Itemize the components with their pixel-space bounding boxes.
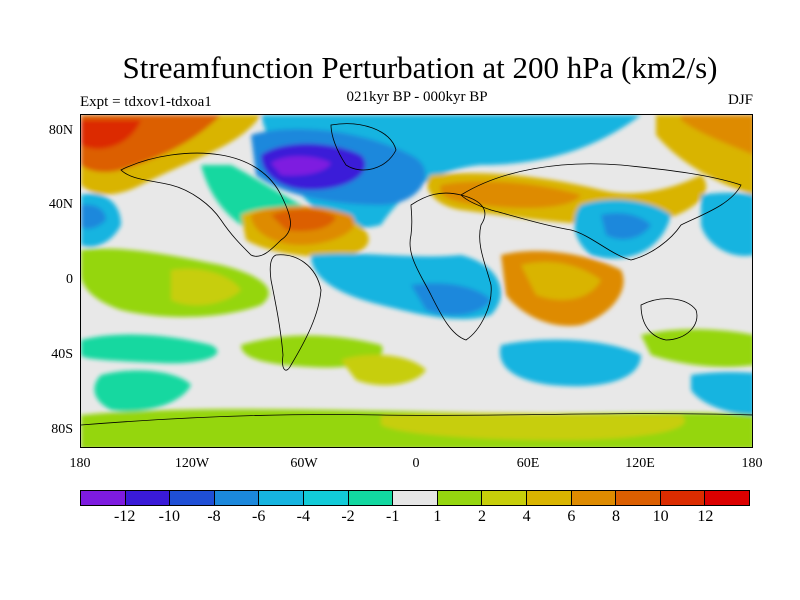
lat-label-eq: 0: [66, 272, 73, 287]
colorbar-swatch: [125, 491, 171, 505]
colorbar-swatch: [348, 491, 394, 505]
colorbar-swatch: [526, 491, 572, 505]
lon-label-120e: 120E: [625, 456, 655, 471]
colorbar-label: -6: [251, 508, 266, 525]
lat-label-40s: 40S: [51, 347, 73, 362]
lon-label-60e: 60E: [516, 456, 540, 471]
colorbar-swatch: [170, 491, 215, 505]
lon-label-60w: 60W: [290, 456, 318, 471]
colorbar-label: -12: [113, 508, 136, 525]
colorbar-swatch: [705, 491, 749, 505]
colorbar-swatch: [437, 491, 483, 505]
colorbar-label: -8: [207, 508, 221, 525]
colorbar-label: 4: [522, 508, 531, 525]
lat-label-80s: 80S: [51, 422, 73, 437]
colorbar-swatch: [482, 491, 527, 505]
colorbar-swatch: [660, 491, 706, 505]
chart-title: Streamfunction Perturbation at 200 hPa (…: [122, 50, 718, 85]
lon-label-180e: 180: [741, 456, 763, 471]
map-panel: [80, 114, 753, 448]
colorbar-label: 6: [567, 508, 576, 525]
colorbar-swatch: [214, 491, 260, 505]
colorbar-swatch: [81, 491, 126, 505]
colorbar-label: 1: [433, 508, 442, 525]
colorbar-swatch: [303, 491, 349, 505]
lon-label-180w: 180: [69, 456, 91, 471]
lon-label-0: 0: [412, 456, 420, 471]
colorbar-swatch: [571, 491, 617, 505]
colorbar: [80, 490, 750, 506]
colorbar-swatch: [259, 491, 304, 505]
season-label: DJF: [727, 92, 753, 108]
experiment-label: Expt = tdxov1-tdxoa1: [80, 94, 212, 110]
colorbar-label: 12: [697, 508, 714, 525]
colorbar-label: -1: [385, 508, 400, 525]
chart-subtitle: 021kyr BP - 000kyr BP: [346, 89, 488, 105]
lat-label-40n: 40N: [48, 197, 73, 212]
colorbar-label: -4: [296, 508, 310, 525]
lat-label-80n: 80N: [48, 123, 73, 138]
field-map: [81, 115, 752, 447]
colorbar-swatch: [616, 491, 661, 505]
lon-label-120w: 120W: [174, 456, 210, 471]
colorbar-label: -2: [341, 508, 355, 525]
colorbar-label: -10: [158, 508, 180, 525]
colorbar-label: 2: [478, 508, 486, 525]
colorbar-label: 8: [612, 508, 620, 525]
colorbar-swatch: [393, 491, 438, 505]
colorbar-label: 10: [652, 508, 669, 525]
